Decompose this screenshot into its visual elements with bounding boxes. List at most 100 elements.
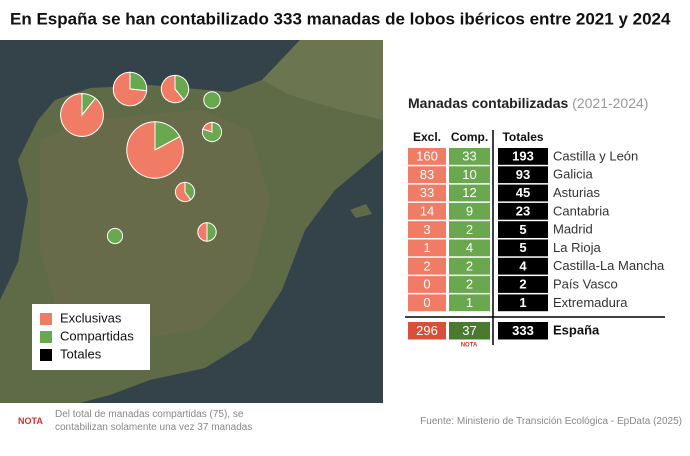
cell-bg [408, 184, 446, 202]
region-name: Castilla-La Mancha [553, 258, 665, 273]
legend-swatch [40, 331, 52, 343]
region-total: España [553, 322, 600, 337]
cell-value: 2 [466, 222, 473, 237]
cell-bg [408, 257, 446, 275]
cell-value: 5 [519, 240, 526, 255]
cell-bg [449, 166, 490, 184]
table-title: Manadas contabilizadas (2021-2024) [408, 95, 648, 111]
infographic: En España se han contabilizado 333 manad… [0, 9, 671, 403]
pie-slice [206, 222, 217, 242]
region-name: La Rioja [553, 240, 601, 255]
region-name: Castilla y León [553, 148, 638, 163]
cell-bg [408, 239, 446, 257]
cell-bg [498, 322, 548, 340]
cell-value: 296 [416, 323, 438, 338]
cell-bg [498, 239, 548, 257]
legend-label: Compartidas [60, 328, 134, 343]
legend-label: Totales [60, 346, 102, 361]
cell-value: 33 [462, 149, 476, 164]
total-note: NOTA [461, 343, 478, 349]
cell-bg [498, 221, 548, 238]
region-name: Cantabria [553, 203, 610, 218]
cell-bg [498, 257, 548, 275]
cell-bg [449, 294, 490, 312]
cell-value: 14 [420, 203, 434, 218]
region-name: País Vasco [553, 277, 618, 292]
island [350, 204, 372, 218]
pie-slice [160, 74, 185, 104]
pie-slice [174, 181, 192, 203]
cell-bg [498, 202, 548, 220]
cell-bg [449, 148, 490, 165]
legend-swatch [40, 313, 52, 325]
column-header: Totales [502, 130, 543, 144]
cell-bg [408, 294, 446, 312]
region-name: Asturias [553, 185, 600, 200]
cell-value: 3 [423, 222, 430, 237]
cell-value: 10 [462, 167, 476, 182]
pie-slice [106, 227, 124, 245]
cell-value: 2 [466, 258, 473, 273]
legend-swatch [40, 349, 52, 361]
cell-bg [449, 322, 490, 340]
cell-value: 193 [512, 149, 534, 164]
cell-bg [408, 202, 446, 220]
pie-slice [202, 121, 213, 133]
cell-bg [498, 148, 548, 165]
legend-label: Exclusivas [60, 310, 122, 325]
source: Fuente: Ministerio de Transición Ecológi… [420, 416, 682, 427]
cell-value: 0 [423, 277, 430, 292]
pie-slice [126, 121, 184, 179]
column-header: Excl. [413, 130, 441, 144]
cell-value: 2 [423, 258, 430, 273]
cell-bg [408, 322, 446, 340]
cell-bg [449, 184, 490, 202]
table-period: (2021-2024) [572, 95, 648, 111]
plateau [40, 110, 270, 340]
france [262, 40, 383, 120]
region-name: Galicia [553, 167, 594, 182]
pie-slice [174, 74, 190, 101]
column-header: Comp. [451, 130, 488, 144]
cell-bg [449, 257, 490, 275]
cell-bg [449, 276, 490, 293]
cell-value: 2 [519, 277, 526, 292]
cell-value: 4 [519, 258, 527, 273]
cell-bg [449, 239, 490, 257]
cell-value: 23 [516, 203, 530, 218]
region-name: Extremadura [553, 295, 628, 310]
cell-bg [408, 166, 446, 184]
cell-value: 33 [420, 185, 434, 200]
cell-bg [449, 221, 490, 238]
cell-value: 45 [516, 185, 530, 200]
cell-value: 2 [466, 277, 473, 292]
cell-value: 93 [516, 167, 530, 182]
title: En España se han contabilizado 333 manad… [10, 9, 671, 28]
pie-slice [197, 222, 208, 242]
cell-value: 1 [519, 295, 526, 310]
pie-slice [203, 91, 221, 109]
cell-value: 5 [519, 222, 526, 237]
cell-bg [498, 276, 548, 293]
cell-value: 333 [512, 323, 534, 338]
region-name: Madrid [553, 222, 593, 237]
cell-value: 37 [462, 323, 476, 338]
cell-value: 1 [466, 295, 473, 310]
cell-value: 9 [466, 203, 473, 218]
cell-value: 0 [423, 295, 430, 310]
pie-slice [129, 71, 148, 92]
note-text: Del total de manadas compartidas (75), s… [55, 409, 253, 433]
pie-slice [184, 181, 196, 201]
table-title-text: Manadas contabilizadas [408, 95, 568, 111]
cell-value: 4 [466, 240, 473, 255]
cell-value: 1 [423, 240, 430, 255]
cell-bg [408, 148, 446, 165]
cell-bg [408, 221, 446, 238]
note-label: NOTA [18, 416, 43, 426]
cell-bg [449, 202, 490, 220]
pie-slice [112, 71, 148, 107]
cell-value: 160 [416, 149, 438, 164]
cell-bg [498, 166, 548, 184]
cell-bg [408, 276, 446, 293]
